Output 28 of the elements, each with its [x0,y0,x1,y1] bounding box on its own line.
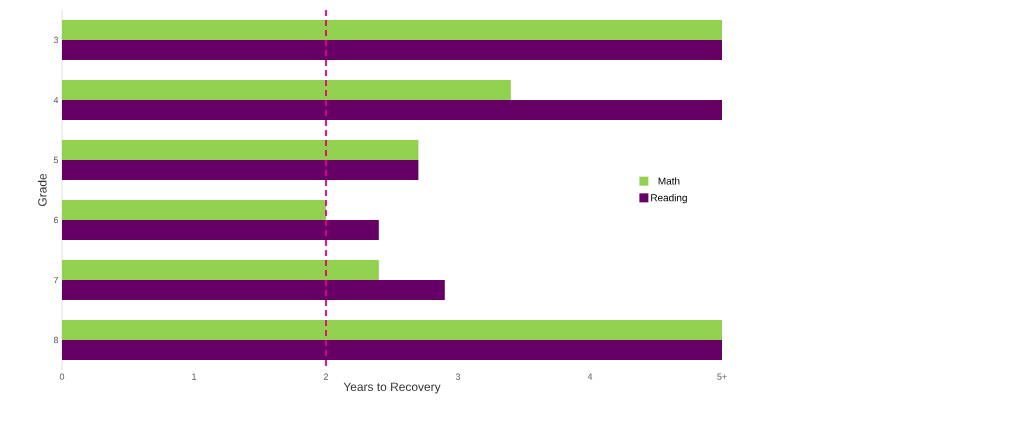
bar [62,40,722,60]
x-axis-title: Years to Recovery [343,382,441,394]
bar [62,160,419,180]
bar [62,140,419,160]
y-tick-label: 8 [53,336,59,344]
y-tick-label: 5 [53,156,59,164]
bar [62,20,722,40]
x-tick-label: 2 [323,373,329,380]
y-tick-label: 6 [53,216,59,224]
x-tick-label: 5+ [717,373,727,380]
y-axis-title: Grade [37,173,47,207]
bar [62,200,326,220]
bar [62,280,445,300]
x-tick-label: 0 [59,373,65,380]
bar [62,100,722,120]
bar [62,220,379,240]
legend-label: Reading [651,193,687,204]
y-tick-label: 7 [53,276,59,284]
x-tick-label: 1 [192,373,197,380]
x-tick-label: 3 [455,373,461,380]
y-tick-label: 3 [53,36,59,44]
y-tick-label: 4 [53,96,59,104]
bar [62,340,722,360]
x-tick-label: 4 [587,373,593,380]
bar [62,80,511,100]
bar [62,320,722,340]
legend-label: Math [658,177,680,185]
bar [62,260,379,280]
